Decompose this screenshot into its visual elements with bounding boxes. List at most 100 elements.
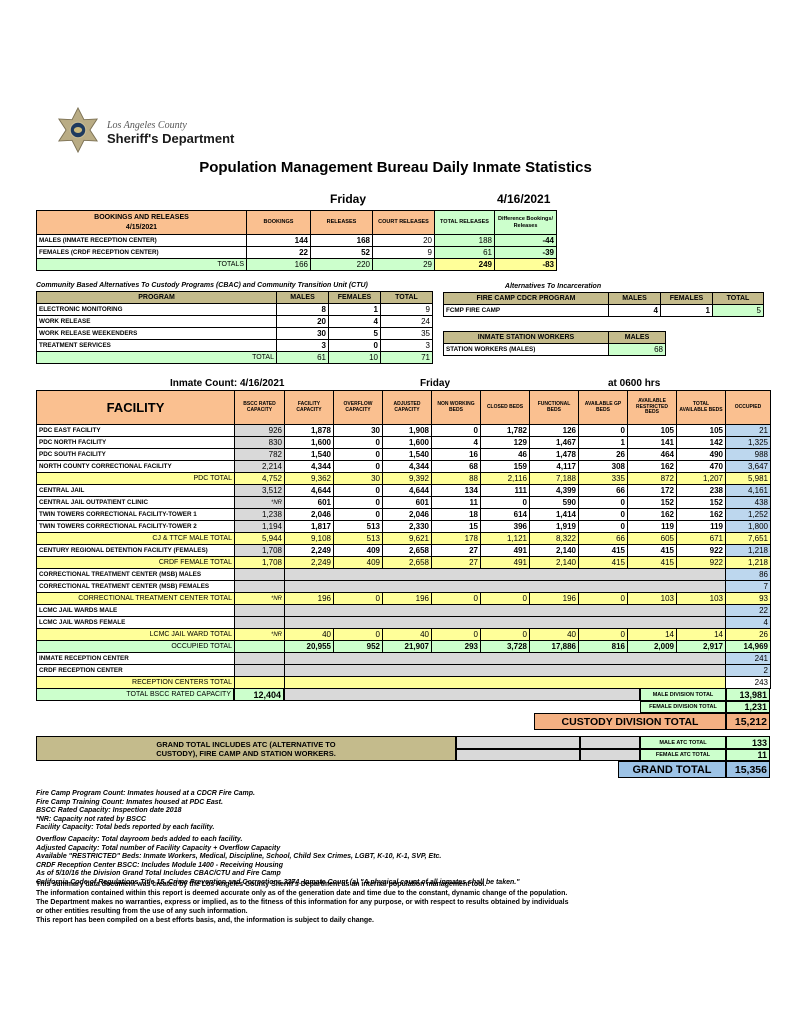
cbac-row: TREATMENT SERVICES 3 0 3	[36, 339, 433, 352]
facility-subtotal-value: 1,121	[480, 532, 530, 545]
facility-occupied-total-value: 17,886	[529, 640, 579, 653]
grand-gray-cell	[456, 736, 580, 749]
facility-subtotal-value: 922	[676, 556, 726, 569]
facility-value: 1,817	[284, 520, 334, 533]
facility-value: 0	[578, 520, 628, 533]
facility-subtotal-value: 1,708	[234, 556, 285, 569]
facility-col-header: OVERFLOW CAPACITY	[333, 390, 383, 425]
facility-value: 1,708	[234, 544, 285, 557]
cbac-table: PROGRAM MALES FEMALES TOTAL ELECTRONIC MONIT…	[36, 291, 433, 364]
facility-occupied-total-value: 20,955	[284, 640, 334, 653]
cbac-value: 24	[380, 315, 433, 328]
facility-gray-span	[284, 604, 726, 617]
facility-value: 590	[529, 496, 579, 509]
bookings-title-cell: BOOKINGS AND RELEASES 4/15/2021	[36, 210, 247, 235]
facility-gray-span	[284, 568, 726, 581]
facility-name: TWIN TOWERS CORRECTIONAL FACILITY-TOWER …	[36, 520, 235, 533]
cbac-value: 3	[276, 339, 329, 352]
bookings-total-value: 166	[246, 258, 311, 271]
facility-value: 162	[627, 508, 677, 521]
facility-name: CRDF RECEPTION CENTER	[36, 664, 235, 677]
facility-row: PDC TOTAL 4,752 9,362 30 9,392 88 2,116 7,188 33…	[36, 472, 771, 485]
facility-subtotal-value: 2,116	[480, 472, 530, 485]
facility-value: 4,117	[529, 460, 579, 473]
facility-occupied: 7	[725, 580, 771, 593]
facility-occupied-total-value: 14,969	[725, 640, 771, 653]
facility-subtotal-value: 1,218	[725, 556, 771, 569]
disclaimer-line: The Department makes no warranties, expr…	[36, 899, 569, 906]
facility-occupied-total-value: 2,009	[627, 640, 677, 653]
cbac-value: 35	[380, 327, 433, 340]
facility-subtotal-value: 4,752	[234, 472, 285, 485]
facility-subtotal-value: *NR	[234, 628, 285, 641]
facility-occupied-total-value: 2,917	[676, 640, 726, 653]
facility-value: 21	[725, 424, 771, 437]
facility-value: 162	[627, 460, 677, 473]
facility-value: 415	[627, 544, 677, 557]
cbac-total-value: 61	[276, 351, 329, 364]
facility-value: 1,194	[234, 520, 285, 533]
facility-row: CENTURY REGIONAL DETENTION FACILITY (FEM…	[36, 544, 771, 557]
facility-value: 105	[627, 424, 677, 437]
footnote-line: Overflow Capacity: Total dayroom beds ad…	[36, 836, 243, 843]
inmate-count-time: at 0600 hrs	[608, 378, 661, 389]
facility-name: INMATE RECEPTION CENTER	[36, 652, 235, 665]
facility-col-header: CLOSED BEDS	[480, 390, 530, 425]
facility-occupied: 4	[725, 616, 771, 629]
facility-value: 1,252	[725, 508, 771, 521]
page-title: Population Management Bureau Daily Inmat…	[199, 159, 592, 176]
bookings-row: FEMALES (CRDF RECEPTION CENTER) 22 52 9 61 -3…	[36, 246, 557, 259]
facility-value: 119	[627, 520, 677, 533]
facility-subtotal-value: 103	[676, 592, 726, 605]
facility-row: CRDF FEMALE TOTAL 1,708 2,249 409 2,658 27 491…	[36, 556, 771, 569]
facility-value: 0	[333, 436, 383, 449]
facility-name: PDC NORTH FACILITY	[36, 436, 235, 449]
bookings-value: 144	[246, 234, 311, 247]
cbac-total-value: 10	[328, 351, 381, 364]
facility-value: 2,214	[234, 460, 285, 473]
cbac-value: 3	[380, 339, 433, 352]
facility-row: CORRECTIONAL TREATMENT CENTER TOTAL *NR 19…	[36, 592, 771, 605]
facility-subtotal-value: 40	[382, 628, 432, 641]
cbac-totals-row: TOTAL 61 10 71	[36, 351, 433, 364]
custody-division-total-value: 15,212	[726, 713, 770, 730]
facility-subtotal-value: 5,944	[234, 532, 285, 545]
facility-subtotal-value: 9,621	[382, 532, 432, 545]
grand-gray-cell	[456, 749, 580, 761]
facility-value: 614	[480, 508, 530, 521]
facility-subtotal-value: 415	[578, 556, 628, 569]
facility-value: 172	[627, 484, 677, 497]
facility-row: CENTRAL JAIL OUTPATIENT CLINIC *NR 601 0 601…	[36, 496, 771, 509]
facility-name: CORRECTIONAL TREATMENT CENTER (MSB) FEMA…	[36, 580, 235, 593]
cbac-col-header: MALES	[276, 291, 329, 304]
facility-value: 470	[676, 460, 726, 473]
facility-subtotal-value: 671	[676, 532, 726, 545]
facility-subtotal-value: 7,651	[725, 532, 771, 545]
bookings-total-value: 29	[372, 258, 435, 271]
grand-total-note-line2: CUSTODY), FIRE CAMP AND STATION WORKERS.	[156, 748, 336, 758]
facility-subtotal-value: 491	[480, 556, 530, 569]
facility-col-header: FUNCTIONAL BEDS	[529, 390, 579, 425]
facility-subtotal-value: 30	[333, 472, 383, 485]
facility-value: 2,046	[284, 508, 334, 521]
ati-section-title: Alternatives To Incarceration	[504, 283, 602, 290]
facility-bscc-empty	[234, 568, 285, 581]
grand-total-note: GRAND TOTAL INCLUDES ATC (ALTERNATIVE TO…	[36, 736, 456, 761]
facility-value: 11	[431, 496, 481, 509]
facility-value: 3,647	[725, 460, 771, 473]
facility-subtotal-value: 513	[333, 532, 383, 545]
facility-value: 4,644	[284, 484, 334, 497]
bookings-col-header: TOTAL RELEASES	[434, 210, 495, 235]
fire-camp-value: 5	[712, 304, 764, 317]
facility-value: 2,330	[382, 520, 432, 533]
facility-value: 0	[333, 508, 383, 521]
station-workers-row: STATION WORKERS (MALES) 68	[443, 343, 666, 356]
footnote-line: Fire Camp Training Count: Inmates housed…	[36, 798, 223, 806]
facility-occupied-total-value: 21,907	[382, 640, 432, 653]
male-atc-total-label: MALE ATC TOTAL	[640, 736, 726, 749]
female-atc-total-label: FEMALE ATC TOTAL	[640, 749, 726, 761]
facility-bscc-empty	[234, 580, 285, 593]
facility-row: TWIN TOWERS CORRECTIONAL FACILITY-TOWER …	[36, 508, 771, 521]
facility-col-header: FACILITY CAPACITY	[284, 390, 334, 425]
